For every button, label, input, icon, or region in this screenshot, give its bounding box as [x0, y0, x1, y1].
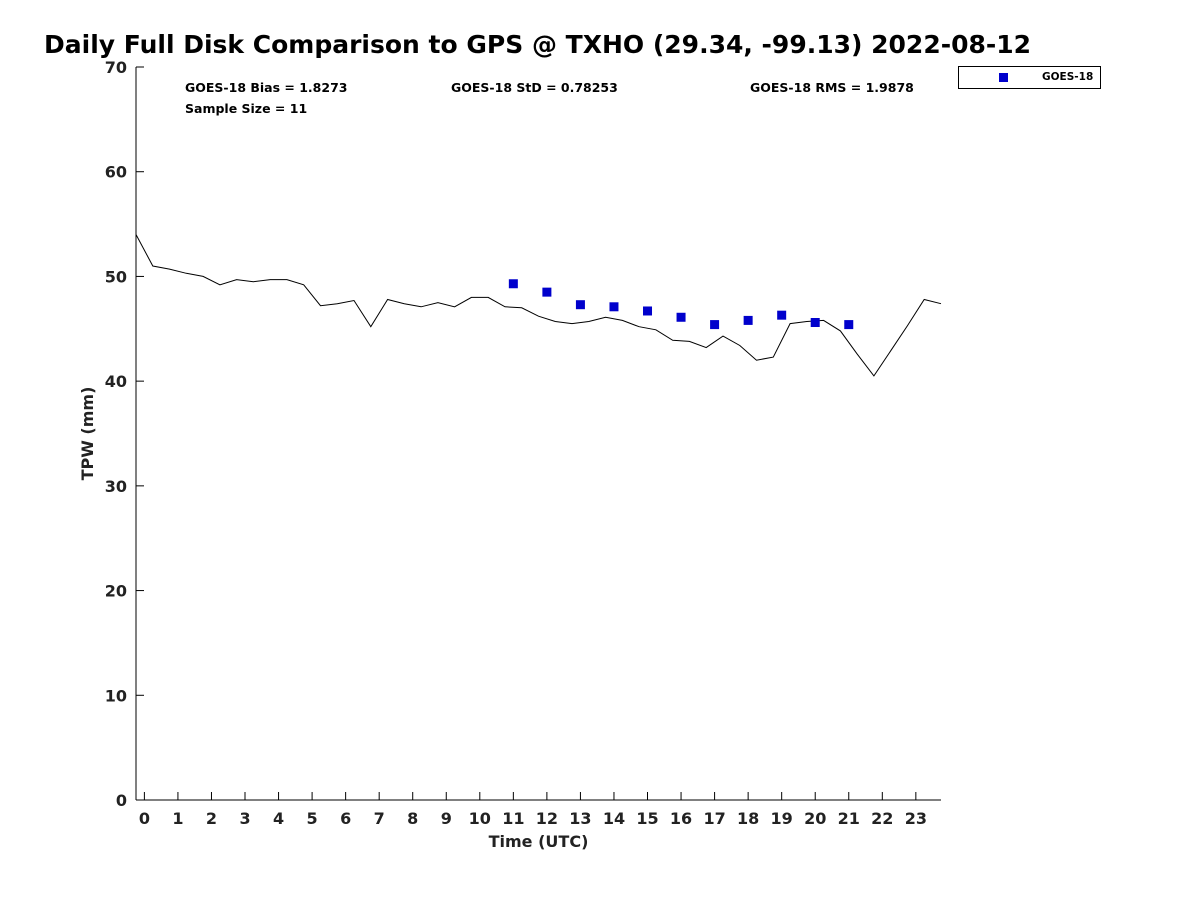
x-tick-label: 20 — [804, 809, 826, 828]
x-tick-label: 11 — [502, 809, 524, 828]
legend-marker — [999, 73, 1008, 82]
x-tick-label: 1 — [172, 809, 183, 828]
legend-label: GOES-18 — [1042, 71, 1094, 83]
goes18-point — [844, 320, 854, 330]
y-tick-label: 0 — [116, 791, 127, 810]
bias-stat: GOES-18 Bias = 1.8273 — [185, 80, 348, 95]
goes18-point — [743, 315, 753, 325]
x-tick-label: 15 — [636, 809, 658, 828]
gps-tpw-line — [135, 234, 942, 377]
x-tick-label: 12 — [536, 809, 558, 828]
y-tick-label: 20 — [105, 582, 127, 601]
rms-stat: GOES-18 RMS = 1.9878 — [750, 80, 914, 95]
x-tick-label: 17 — [703, 809, 725, 828]
goes18-point — [676, 312, 686, 322]
x-tick-label: 13 — [569, 809, 591, 828]
goes18-point — [643, 306, 653, 316]
x-tick-label: 18 — [737, 809, 759, 828]
goes18-point — [542, 287, 552, 297]
x-tick-label: 9 — [441, 809, 452, 828]
goes18-point — [575, 300, 585, 310]
x-tick-label: 21 — [838, 809, 860, 828]
x-tick-label: 22 — [871, 809, 893, 828]
y-tick-label: 60 — [105, 163, 127, 182]
chart-title: Daily Full Disk Comparison to GPS @ TXHO… — [44, 30, 1032, 59]
x-tick-label: 14 — [603, 809, 625, 828]
x-tick-label: 16 — [670, 809, 692, 828]
y-axis-label: TPW (mm) — [78, 387, 97, 481]
goes18-point — [810, 318, 820, 328]
x-tick-label: 2 — [206, 809, 217, 828]
y-tick-label: 30 — [105, 477, 127, 496]
y-tick-label: 40 — [105, 372, 127, 391]
legend: GOES-18 — [958, 66, 1101, 89]
y-tick-label: 50 — [105, 267, 127, 286]
x-tick-label: 3 — [239, 809, 250, 828]
x-tick-label: 8 — [407, 809, 418, 828]
x-tick-label: 5 — [307, 809, 318, 828]
std-stat: GOES-18 StD = 0.78253 — [451, 80, 618, 95]
goes18-point — [710, 320, 720, 330]
goes18-point — [609, 302, 619, 312]
x-tick-label: 4 — [273, 809, 284, 828]
y-tick-label: 70 — [105, 58, 127, 77]
sample-size-stat: Sample Size = 11 — [185, 101, 308, 116]
x-tick-label: 23 — [905, 809, 927, 828]
y-tick-label: 10 — [105, 686, 127, 705]
x-tick-label: 0 — [139, 809, 150, 828]
x-tick-label: 19 — [771, 809, 793, 828]
goes18-point — [508, 279, 518, 289]
x-tick-label: 6 — [340, 809, 351, 828]
x-tick-label: 10 — [469, 809, 491, 828]
goes18-point — [777, 310, 787, 320]
x-tick-label: 7 — [374, 809, 385, 828]
x-axis-label: Time (UTC) — [489, 832, 589, 851]
